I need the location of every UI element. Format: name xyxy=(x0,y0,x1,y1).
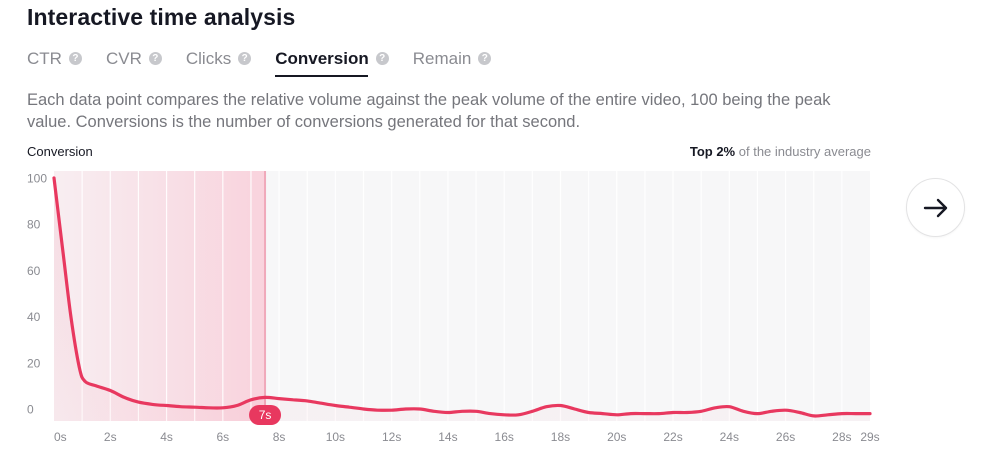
x-tick-label: 4s xyxy=(160,430,173,444)
tab-conversion-label: Conversion xyxy=(275,49,369,68)
metric-tabs: CTR ? CVR ? Clicks ? Conversion ? Remain… xyxy=(27,46,492,80)
industry-rank: Top 2% xyxy=(689,144,736,159)
arrow-right-icon xyxy=(923,198,947,217)
conversion-line-chart[interactable]: 0 20 40 60 80 100 0s 2s 4s 6s 8s 10s 12s 14s 16s 18s 20s… xyxy=(0,160,900,460)
tab-ctr-label: CTR xyxy=(27,49,62,68)
y-tick-label: 100 xyxy=(27,172,47,186)
x-tick-label: 24s xyxy=(720,430,739,444)
x-tick-label: 14s xyxy=(438,430,457,444)
tab-remain[interactable]: Remain ? xyxy=(413,46,492,80)
selected-time-label: 7s xyxy=(259,408,272,422)
x-tick-label: 20s xyxy=(607,430,626,444)
x-tick-label: 12s xyxy=(382,430,401,444)
x-tick-label: 29s xyxy=(860,430,879,444)
tab-conversion[interactable]: Conversion ? xyxy=(275,46,389,80)
y-tick-label: 60 xyxy=(27,264,41,278)
x-tick-label: 8s xyxy=(273,430,286,444)
help-icon[interactable]: ? xyxy=(68,52,82,65)
tab-cvr-label: CVR xyxy=(105,49,142,68)
help-icon[interactable]: ? xyxy=(375,52,389,65)
y-tick-label: 40 xyxy=(27,310,41,324)
x-tick-label: 2s xyxy=(104,430,117,444)
page-title: Interactive time analysis xyxy=(27,4,296,30)
chart-metric-label: Conversion xyxy=(27,144,93,159)
y-tick-label: 0 xyxy=(27,403,34,417)
y-tick-label: 80 xyxy=(27,218,41,232)
help-icon[interactable]: ? xyxy=(478,52,492,65)
industry-comparison: Top 2% of the industry average xyxy=(690,144,871,159)
selected-time-badge xyxy=(249,405,282,425)
tab-ctr[interactable]: CTR ? xyxy=(27,46,82,80)
x-tick-label: 26s xyxy=(776,430,795,444)
x-tick-label: 6s xyxy=(216,430,229,444)
y-tick-label: 20 xyxy=(27,356,41,370)
chart-header: Conversion Top 2% of the industry averag… xyxy=(27,144,871,159)
highlight-band xyxy=(54,171,266,421)
x-tick-label: 16s xyxy=(495,430,514,444)
next-button[interactable] xyxy=(906,178,965,237)
x-tick-label: 18s xyxy=(551,430,570,444)
x-tick-label: 10s xyxy=(326,430,345,444)
tab-remain-label: Remain xyxy=(412,49,472,68)
series-line xyxy=(52,176,872,418)
industry-suffix: of the industry average xyxy=(738,144,871,159)
x-tick-label: 22s xyxy=(663,430,682,444)
tab-clicks[interactable]: Clicks ? xyxy=(185,46,252,80)
x-tick-label: 28s xyxy=(832,430,851,444)
help-icon[interactable]: ? xyxy=(148,52,162,65)
help-icon[interactable]: ? xyxy=(238,52,252,65)
chart-description: Each data point compares the relative vo… xyxy=(27,91,831,131)
tab-clicks-label: Clicks xyxy=(185,49,232,68)
x-tick-label: 0s xyxy=(54,430,67,444)
tab-cvr[interactable]: CVR ? xyxy=(106,46,162,80)
